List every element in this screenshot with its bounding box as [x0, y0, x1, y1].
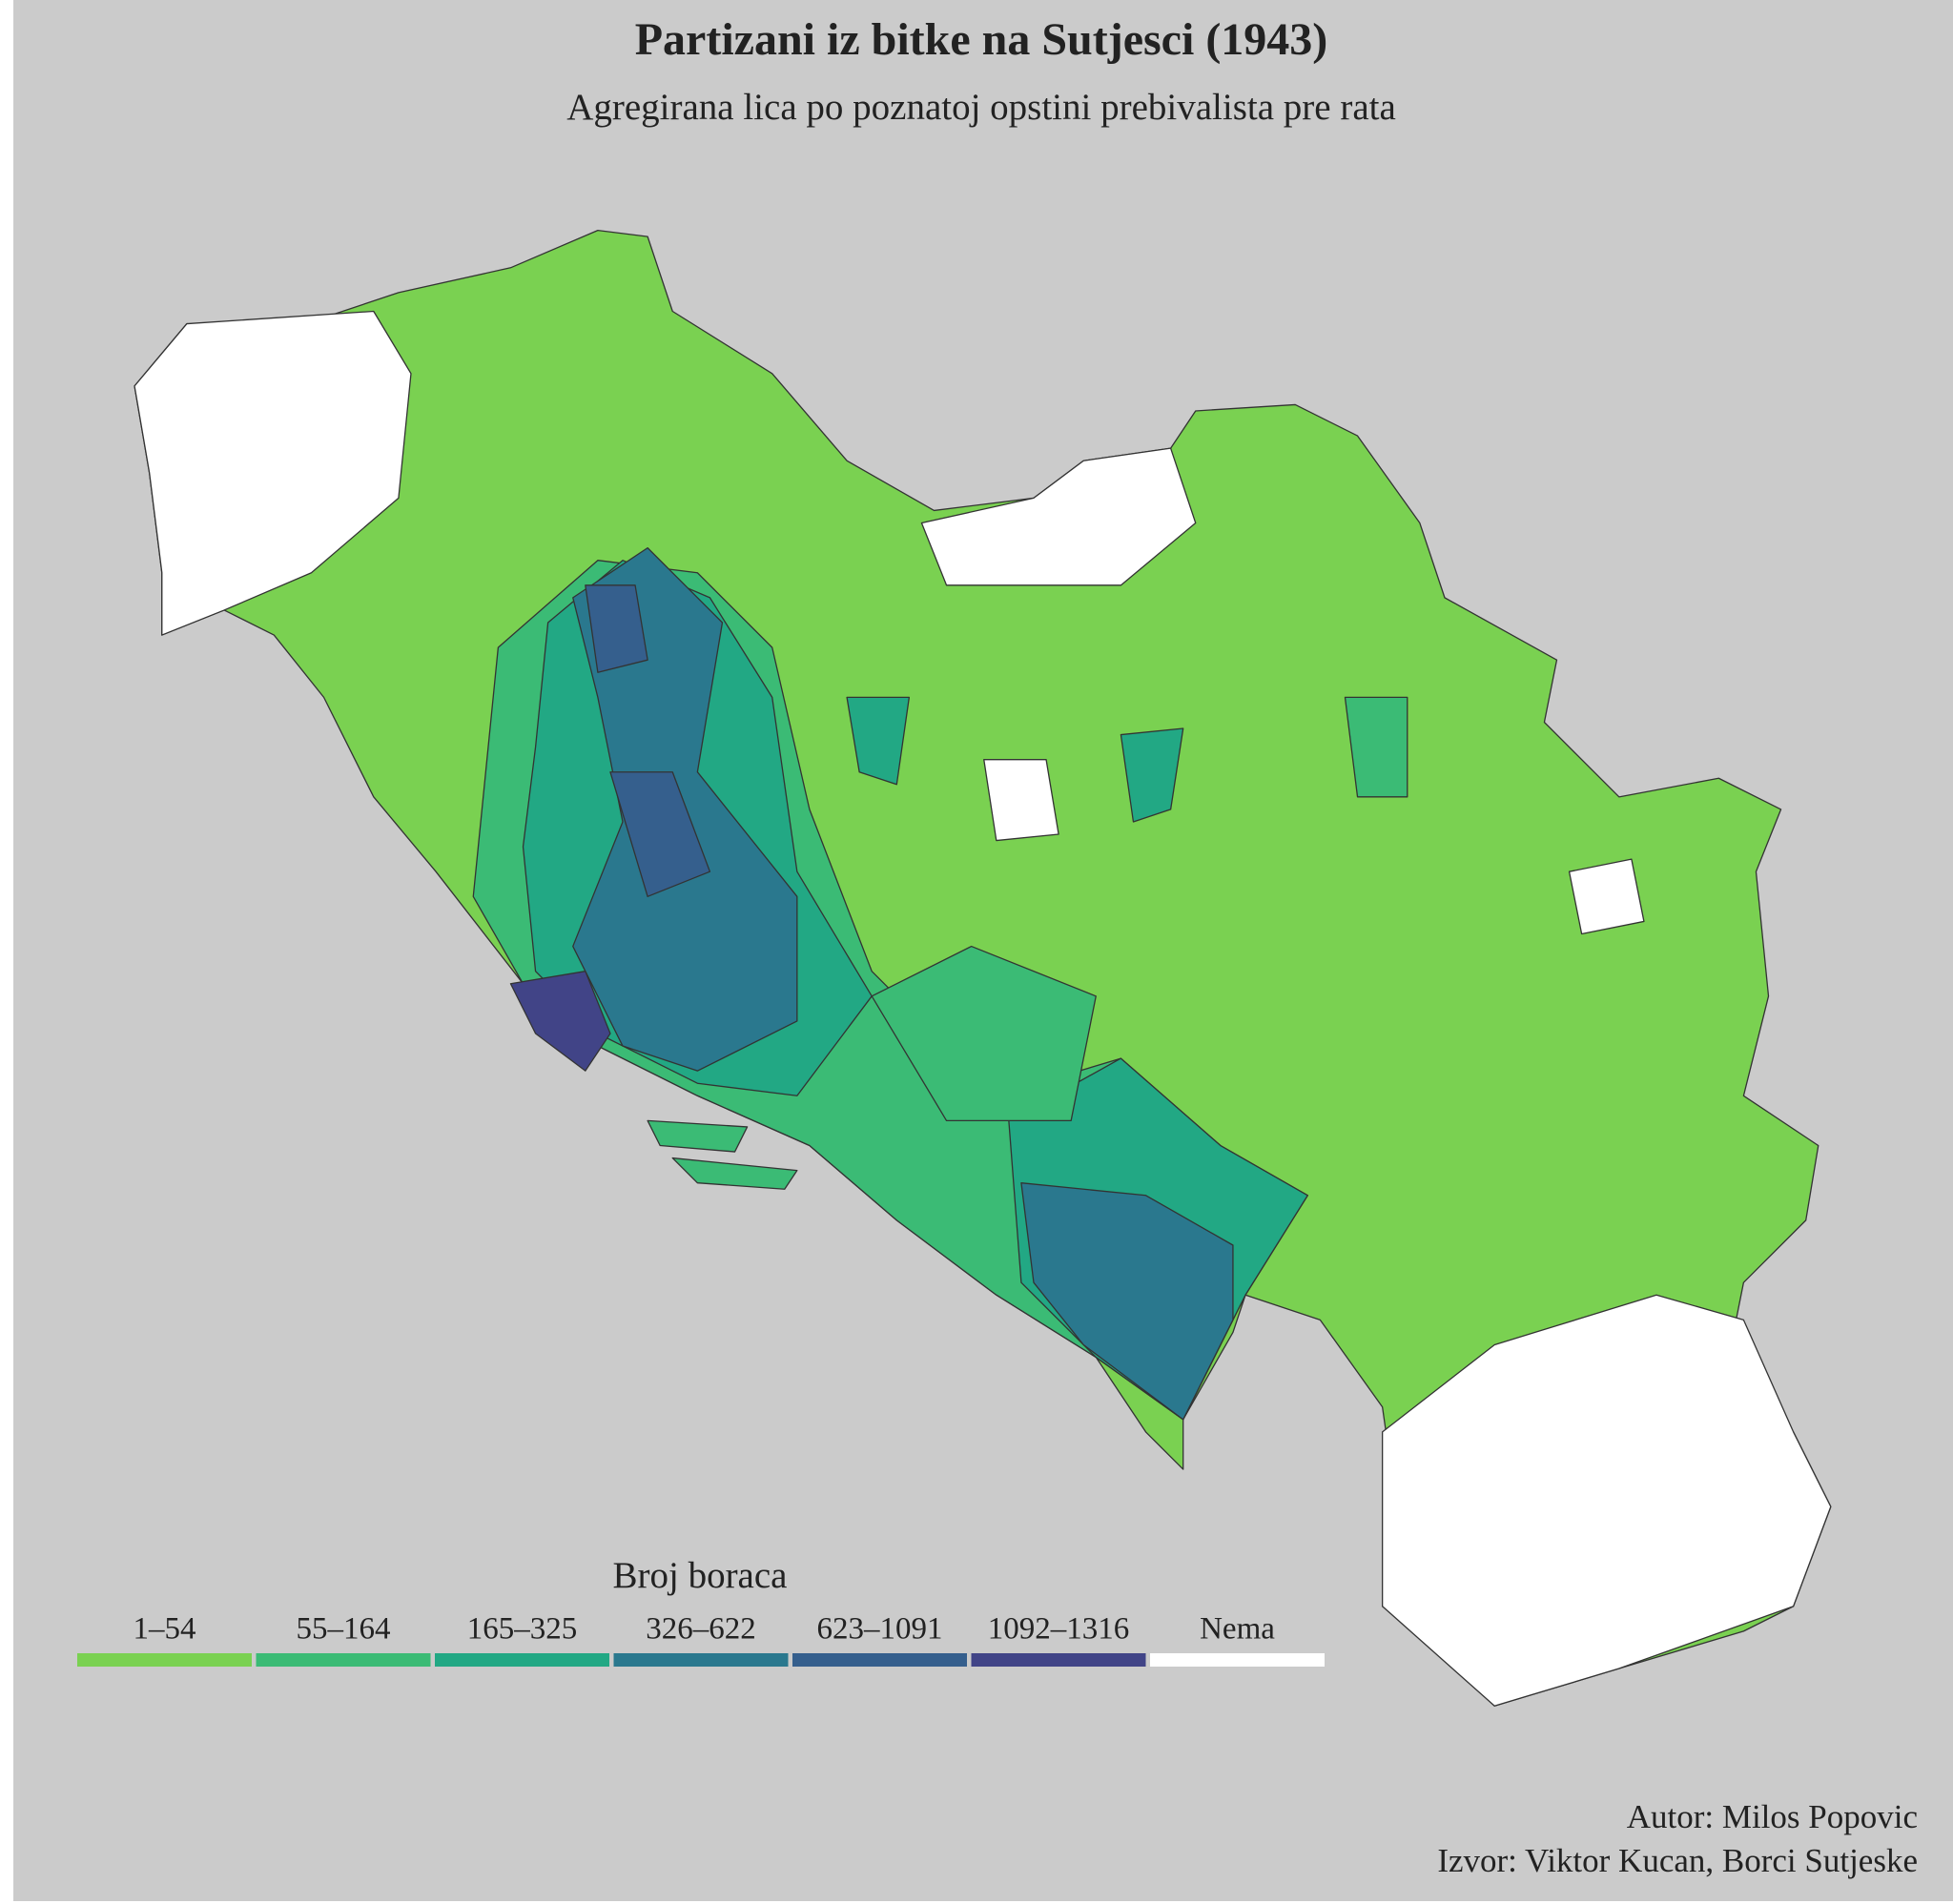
region	[871, 945, 1097, 1122]
region	[1382, 1294, 1832, 1707]
legend-label: 1092–1316	[988, 1612, 1130, 1647]
region	[846, 696, 911, 786]
legend-label: 55–164	[297, 1612, 391, 1647]
region	[920, 447, 1197, 586]
map-subtitle: Agregirana lica po poznatoj opstini preb…	[566, 87, 1396, 128]
credit-author: Autor: Milos Popovic	[1627, 1798, 1918, 1835]
legend-swatch	[971, 1653, 1146, 1667]
region	[609, 771, 711, 897]
region	[509, 971, 611, 1072]
legend-label: Nema	[1200, 1612, 1275, 1647]
legend-label: 326–622	[646, 1612, 756, 1647]
region	[134, 310, 412, 636]
region	[983, 759, 1059, 842]
legend-swatch	[435, 1653, 609, 1667]
legend-label: 1–54	[134, 1612, 196, 1647]
legend-swatch	[256, 1653, 431, 1667]
region	[647, 1119, 749, 1153]
region	[1120, 727, 1184, 823]
legend: 1–54 55–164 165–325 326–622 623–1091 1092–131…	[77, 1612, 1325, 1667]
legend-label: 165–325	[467, 1612, 578, 1647]
legend-swatch	[77, 1653, 252, 1667]
region	[1568, 858, 1645, 935]
legend-swatch	[613, 1653, 789, 1667]
region	[1020, 1182, 1234, 1421]
legend-swatch	[1150, 1653, 1325, 1667]
region	[1344, 696, 1408, 798]
legend-label: 623–1091	[817, 1612, 943, 1647]
legend-swatch	[792, 1653, 967, 1667]
region	[585, 584, 648, 673]
map	[134, 229, 1832, 1707]
region	[671, 1157, 798, 1190]
credit-source: Izvor: Viktor Kucan, Borci Sutjeske	[1437, 1842, 1918, 1879]
legend-title: Broj boraca	[612, 1555, 787, 1596]
map-title: Partizani iz bitke na Sutjesci (1943)	[635, 14, 1328, 65]
